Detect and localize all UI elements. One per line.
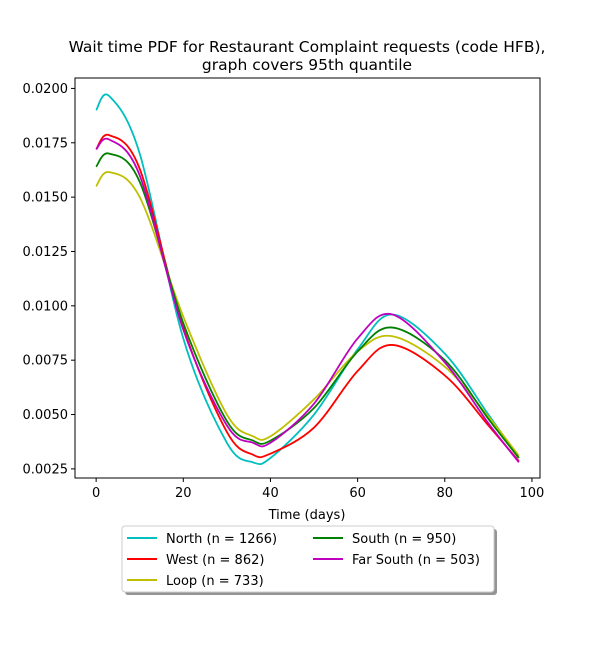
series-line-3 [95,152,520,459]
legend-label-2: Loop (n = 733) [166,574,264,589]
y-tick-label-7: 0.0200 [23,82,69,97]
chart-title-line-1: Wait time PDF for Restaurant Complaint r… [69,38,546,56]
y-tick-label-1: 0.0050 [23,408,69,423]
plot-area [95,93,520,466]
chart-title-line-2: graph covers 95th quantile [202,56,412,74]
legend: North (n = 1266) West (n = 862) Loop (n = … [121,525,497,595]
legend-label-1: West (n = 862) [166,553,264,568]
legend-label-3: South (n = 950) [352,532,456,547]
y-tick-label-2: 0.0075 [23,354,69,369]
series-line-0 [95,93,520,466]
series-line-2 [95,171,520,457]
y-tick-label-4: 0.0125 [23,245,69,260]
series-line-4 [95,137,520,463]
y-tick-label-3: 0.0100 [23,299,69,314]
series-line-1 [95,133,520,462]
plot-frame [74,77,541,479]
x-tick-label-4: 80 [437,486,454,501]
legend-label-4: Far South (n = 503) [352,553,480,568]
x-tick-label-3: 60 [349,486,366,501]
series-lines [95,93,520,466]
legend-box [121,525,495,593]
x-tick-label-2: 40 [262,486,279,501]
y-tick-label-6: 0.0175 [23,136,69,151]
x-tick-label-1: 20 [175,486,192,501]
y-tick-label-0: 0.0025 [23,462,69,477]
x-tick-label-0: 0 [92,486,100,501]
y-tick-label-5: 0.0150 [23,191,69,206]
axes: 0 20 40 60 80 100 0.0025 0.0050 0.0075 0.0100 0.01… [23,77,545,501]
legend-label-0: North (n = 1266) [166,532,277,547]
x-axis-label: Time (days) [268,508,346,523]
x-tick-label-5: 100 [520,486,545,501]
